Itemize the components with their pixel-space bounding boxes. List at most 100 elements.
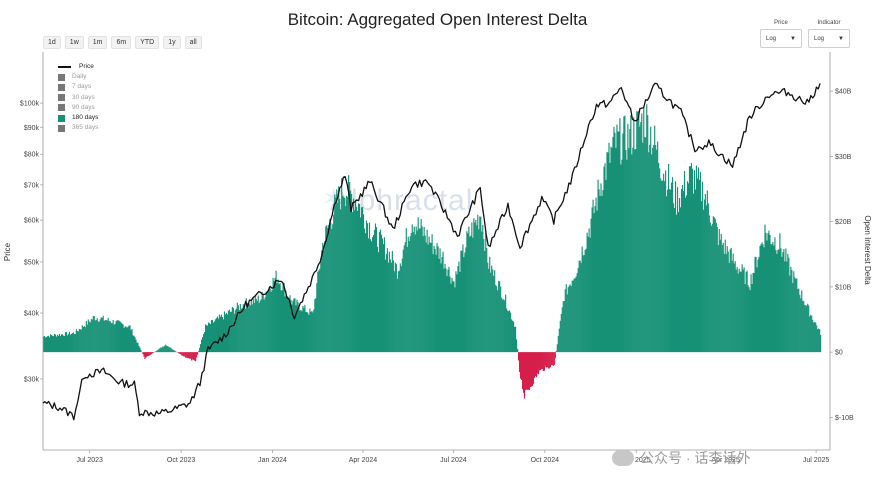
y2-tick-label: $20B [835, 219, 852, 226]
swatch-icon [58, 84, 65, 91]
legend-item-180-days[interactable]: 180 days [58, 113, 98, 123]
oi-delta-bar [535, 352, 538, 378]
oi-delta-bar [780, 248, 782, 353]
legend-item-30-days[interactable]: 30 days [58, 93, 98, 103]
oi-delta-bar [105, 319, 107, 353]
oi-delta-bar [408, 241, 410, 353]
oi-delta-bar [322, 242, 324, 353]
oi-delta-bar [627, 123, 629, 353]
oi-delta-bar [181, 352, 183, 356]
oi-delta-bar [773, 245, 775, 353]
oi-delta-bar [348, 175, 350, 353]
oi-delta-bar [783, 249, 785, 353]
oi-delta-bar [795, 279, 797, 353]
oi-delta-bar [140, 349, 142, 353]
oi-delta-bar [184, 352, 186, 357]
oi-delta-bar [722, 242, 724, 353]
oi-delta-bar [653, 144, 655, 353]
oi-delta-bar [208, 323, 211, 353]
oi-delta-bar [206, 325, 209, 353]
oi-delta-bar [235, 308, 237, 353]
x-tick-label: Jul 2023 [76, 457, 103, 464]
oi-delta-bar [353, 198, 355, 353]
oi-delta-bar [683, 170, 686, 353]
oi-delta-bar [453, 281, 455, 353]
oi-delta-bar [256, 300, 258, 353]
range-1m-button[interactable]: 1m [87, 36, 108, 49]
legend-item-7-days[interactable]: 7 days [58, 82, 98, 92]
oi-delta-bar [308, 314, 310, 353]
oi-delta-bar [803, 301, 805, 353]
oi-delta-bar [343, 196, 345, 353]
oi-delta-bar [251, 304, 253, 353]
oi-delta-bar [794, 277, 796, 353]
oi-delta-bar [241, 307, 243, 353]
oi-delta-bar [239, 303, 241, 353]
oi-delta-bar [183, 352, 185, 357]
legend-item-90-days[interactable]: 90 days [58, 103, 98, 113]
oi-delta-bar [760, 244, 762, 353]
range-all-button[interactable]: all [184, 36, 202, 49]
oi-delta-bar [649, 144, 651, 353]
legend-item-daily[interactable]: Daily [58, 72, 98, 82]
oi-delta-bar [96, 318, 98, 353]
oi-delta-bar [374, 223, 377, 353]
oi-delta-bar [616, 124, 618, 353]
oi-delta-bar [681, 184, 684, 353]
oi-delta-bar [431, 234, 433, 353]
oi-delta-bar [599, 196, 601, 353]
oi-delta-bar [665, 170, 667, 353]
oi-delta-bar [775, 250, 777, 353]
oi-delta-bar [242, 304, 244, 353]
oi-delta-bar [82, 326, 84, 353]
oi-delta-bar [554, 352, 556, 359]
range-1w-button[interactable]: 1w [64, 36, 84, 49]
y-tick-label: $90k [24, 125, 40, 132]
oi-delta-bar [89, 322, 91, 353]
oi-delta-bar [540, 352, 542, 370]
oi-delta-bar [366, 223, 369, 353]
indicator-scale-control: Indicator Log ▼ [808, 20, 850, 48]
oi-delta-bar [563, 301, 565, 353]
oi-delta-bar [718, 229, 720, 353]
oi-delta-bar [58, 333, 61, 353]
oi-delta-bar [347, 197, 349, 353]
y-tick-label: $100k [20, 101, 40, 108]
oi-delta-bar [115, 320, 117, 353]
oi-delta-bar [166, 345, 168, 353]
legend: Price Daily 7 days 30 days 90 days 180 d… [58, 62, 98, 133]
oi-delta-bar [414, 234, 416, 353]
oi-delta-bar [392, 260, 394, 353]
oi-delta-bar [221, 317, 224, 353]
oi-delta-bar [466, 231, 468, 353]
oi-delta-bar [502, 299, 504, 353]
oi-delta-bar [329, 219, 331, 353]
oi-delta-bar [280, 290, 282, 353]
range-ytd-button[interactable]: YTD [135, 36, 160, 49]
oi-delta-bar [135, 339, 137, 353]
indicator-scale-select[interactable]: Log ▼ [808, 29, 850, 48]
price-scale-select[interactable]: Log ▼ [760, 29, 802, 48]
oi-delta-bar [433, 245, 435, 353]
oi-delta-bar [255, 298, 257, 353]
oi-delta-bar [666, 196, 668, 353]
oi-delta-bar [262, 294, 264, 353]
oi-delta-bar [448, 266, 450, 353]
range-1y-button[interactable]: 1y [163, 36, 181, 49]
range-6m-button[interactable]: 6m [111, 36, 132, 49]
oi-delta-bar [596, 210, 598, 353]
oi-delta-bar [623, 116, 625, 353]
oi-delta-bar [678, 198, 681, 353]
legend-item-365-days[interactable]: 365 days [58, 123, 98, 133]
range-1d-button[interactable]: 1d [43, 36, 61, 49]
oi-delta-bar [470, 235, 472, 353]
oi-delta-bar [583, 255, 585, 353]
oi-delta-bar [812, 319, 814, 353]
oi-delta-bar [368, 222, 371, 353]
oi-delta-bar [275, 270, 277, 353]
legend-item-price[interactable]: Price [58, 62, 98, 72]
oi-delta-bar [300, 309, 302, 353]
oi-delta-bar [592, 199, 594, 353]
oi-delta-bar [553, 352, 555, 365]
oi-delta-bar [673, 203, 675, 353]
